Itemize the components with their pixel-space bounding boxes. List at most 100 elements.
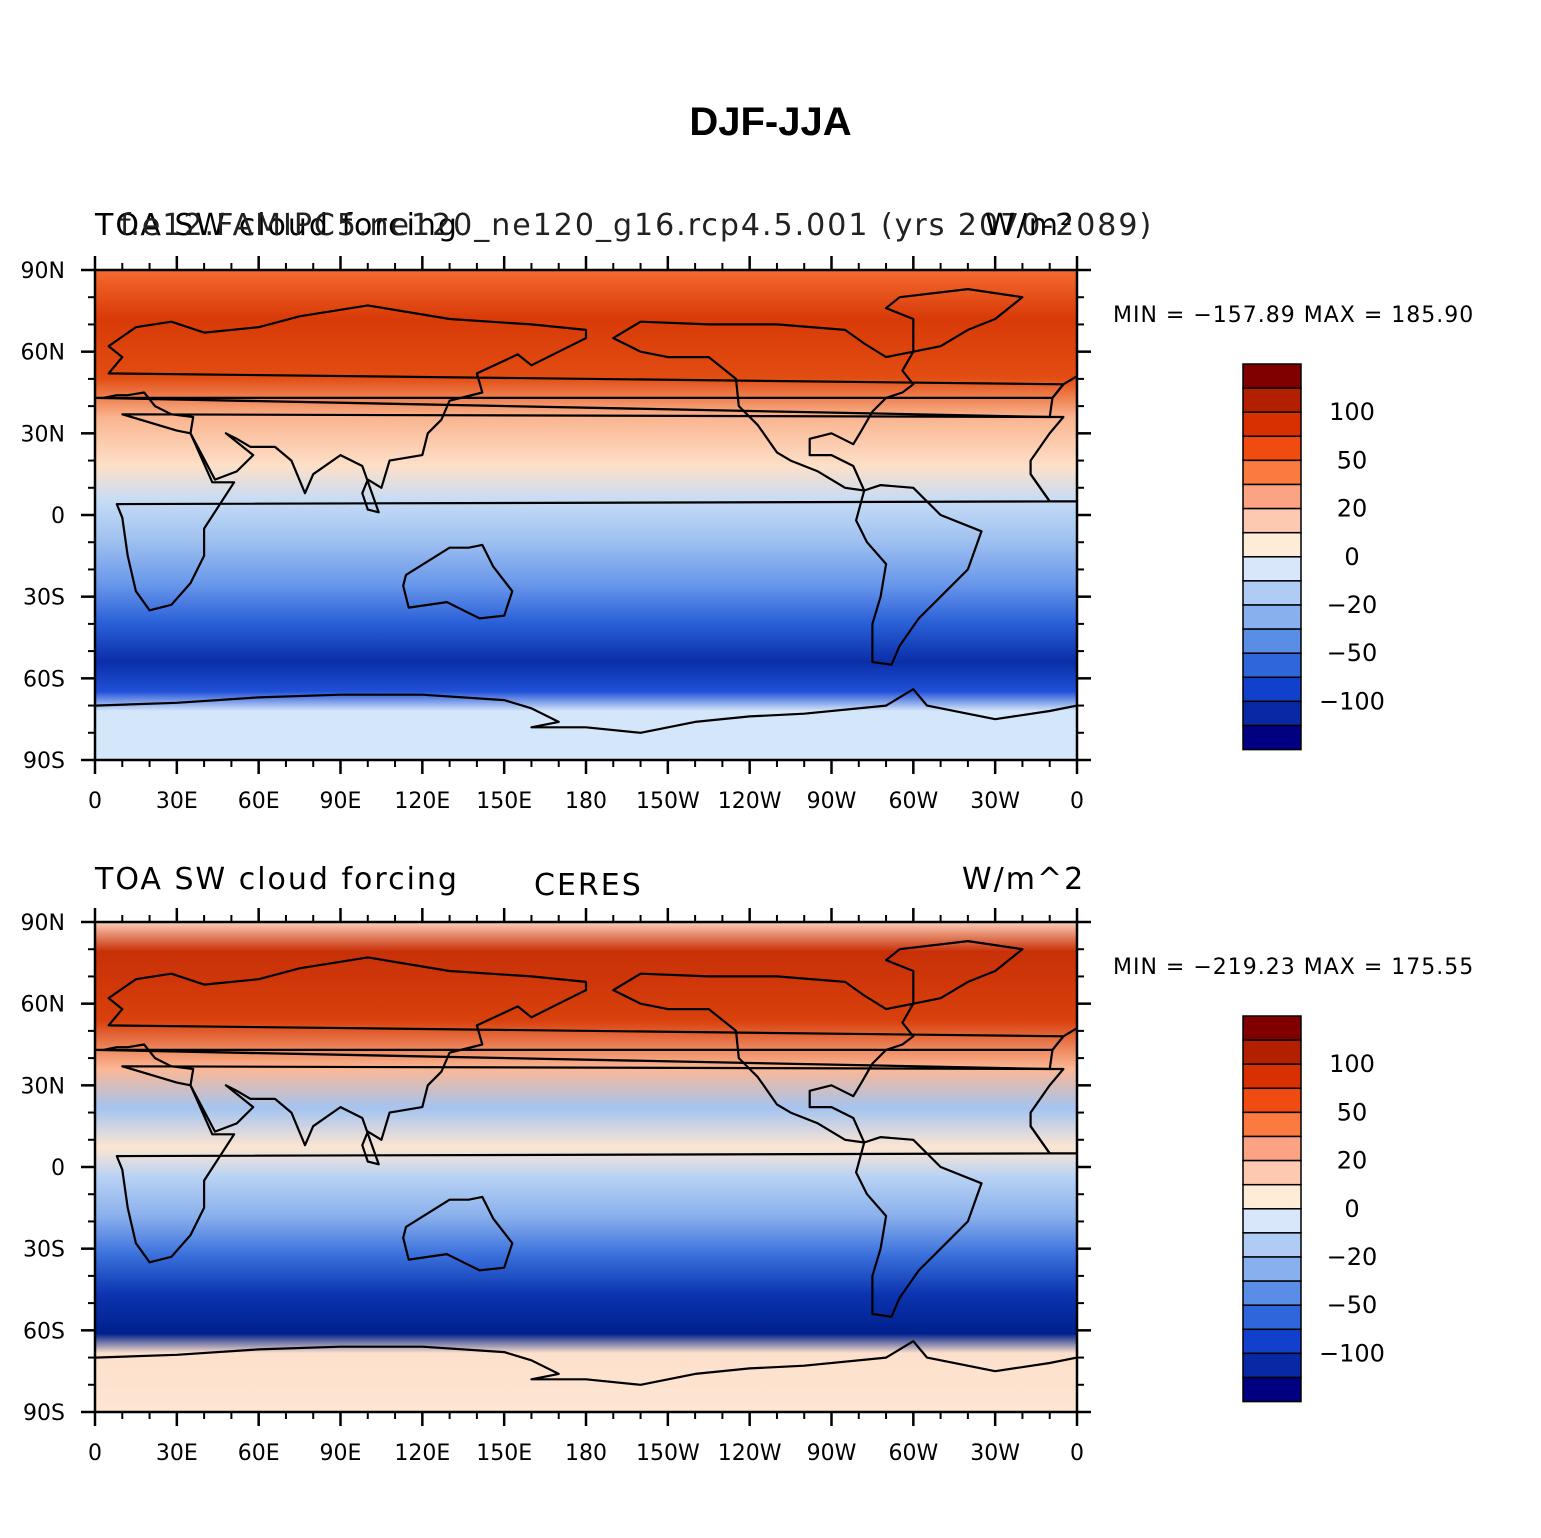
lon-tick-label: 0 <box>88 1441 102 1466</box>
lon-tick-label: 150W <box>636 789 700 814</box>
panel2-left-title: TOA SW cloud forcing <box>95 862 459 897</box>
coastline-africa <box>115 413 1065 612</box>
colorbar-box <box>1242 531 1302 558</box>
data-field <box>95 270 1077 760</box>
lat-tick-label: 60S <box>23 1319 65 1344</box>
colorbar-box <box>1242 556 1302 582</box>
lat-tick-label: 90N <box>21 911 65 936</box>
colorbar-box <box>1242 1208 1302 1234</box>
colorbar-label: 20 <box>1337 495 1368 523</box>
lon-tick-label: 0 <box>1070 1441 1084 1466</box>
lat-tick-label: 30N <box>21 422 65 447</box>
panel1-overlap-title: f.e12.FAMIPC5.ne120_ne120_g16.rcp4.5.001… <box>120 208 1154 243</box>
coastline-eurasia <box>93 956 1065 1166</box>
colorbar-label: 50 <box>1337 1098 1368 1126</box>
colorbar-box <box>1242 652 1302 679</box>
colorbar-box <box>1242 1039 1302 1065</box>
coastline-south-america <box>854 1135 983 1318</box>
lon-tick-label: 60W <box>888 1441 938 1466</box>
colorbar-label: −20 <box>1327 1243 1378 1271</box>
colorbar-label: 0 <box>1344 543 1359 571</box>
lon-tick-label: 150E <box>476 789 532 814</box>
colorbar-label: −100 <box>1319 1339 1385 1367</box>
colorbar-box <box>1242 1376 1302 1403</box>
lon-tick-label: 120W <box>718 1441 782 1466</box>
colorbar-box <box>1242 1232 1302 1258</box>
colorbar-label: 50 <box>1337 446 1368 474</box>
coastline-europe-wrap <box>1048 375 1078 418</box>
lon-tick-label: 120E <box>394 789 450 814</box>
coastline-africa-wrap <box>1029 1125 1077 1155</box>
colorbar-label: −20 <box>1327 591 1378 619</box>
colorbar-box <box>1242 1183 1302 1210</box>
lat-tick-label: 0 <box>51 504 65 529</box>
lon-tick-label: 180 <box>565 1441 607 1466</box>
lon-tick-label: 180 <box>565 789 607 814</box>
colorbar-box <box>1242 580 1302 606</box>
lat-tick-label: 60N <box>21 993 65 1018</box>
colorbar-2: 100 50 20 0 −20 −50 −100 <box>1242 1015 1385 1403</box>
map-panel-1: 0 30E 60E 90E 120E 150E 180 150W 120W 90W 60W 30W 09… <box>21 256 1091 814</box>
colorbar-label: 100 <box>1329 398 1375 426</box>
lon-tick-label: 150E <box>476 1441 532 1466</box>
lon-tick-label: 0 <box>88 789 102 814</box>
lon-tick-label: 30E <box>156 1441 198 1466</box>
colorbar-box <box>1242 387 1302 413</box>
colorbar-box <box>1242 363 1302 389</box>
lon-tick-label: 90E <box>320 1441 362 1466</box>
lat-tick-label: 60S <box>23 667 65 692</box>
lat-tick-label: 30N <box>21 1074 65 1099</box>
figure-title: DJF-JJA <box>689 100 852 144</box>
colorbar-box <box>1242 676 1302 703</box>
colorbar-box <box>1242 1304 1302 1331</box>
colorbar-box <box>1242 1328 1302 1355</box>
lon-tick-label: 30W <box>970 1441 1020 1466</box>
colorbar-box <box>1242 724 1302 751</box>
lon-tick-label: 90W <box>807 789 857 814</box>
lon-tick-label: 90E <box>320 789 362 814</box>
panel2-units: W/m^2 <box>962 862 1086 897</box>
colorbar-box <box>1242 1280 1302 1306</box>
panel2-center-title: CERES <box>534 868 643 903</box>
colorbar-box <box>1242 1135 1302 1162</box>
lon-tick-label: 120W <box>718 789 782 814</box>
coastline-africa-wrap <box>1029 473 1077 503</box>
colorbar-label: −50 <box>1327 1291 1378 1319</box>
colorbar-box <box>1242 507 1302 534</box>
lat-tick-label: 30S <box>23 586 65 611</box>
coastline-north-america <box>612 972 915 1144</box>
lon-tick-label: 30W <box>970 789 1020 814</box>
colorbar-box <box>1242 411 1302 438</box>
colorbar-box <box>1242 483 1302 510</box>
colorbar-box <box>1242 435 1302 462</box>
lon-tick-label: 60E <box>238 789 280 814</box>
lat-tick-label: 90N <box>21 259 65 284</box>
colorbar-box <box>1242 1063 1302 1090</box>
colorbar-label: 20 <box>1337 1147 1368 1175</box>
lon-tick-label: 90W <box>807 1441 857 1466</box>
coastline-antarctica <box>94 688 1078 734</box>
colorbar-box <box>1242 1015 1302 1041</box>
colorbar-label: 0 <box>1344 1195 1359 1223</box>
colorbar-box <box>1242 628 1302 654</box>
coastline-greenland <box>884 288 1024 353</box>
colorbar-box <box>1242 1352 1302 1379</box>
colorbar-box <box>1242 1256 1302 1282</box>
lat-tick-label: 60N <box>21 341 65 366</box>
lon-tick-label: 60E <box>238 1441 280 1466</box>
coastline-africa <box>115 1065 1065 1264</box>
colorbar-label: 100 <box>1329 1050 1375 1078</box>
coastline-greenland <box>884 939 1024 1005</box>
lon-tick-label: 120E <box>394 1441 450 1466</box>
lat-tick-label: 90S <box>23 749 65 774</box>
colorbar-box <box>1242 1087 1302 1114</box>
map-panel-2: 0 30E 60E 90E 120E 150E 180 150W 120W 90W 60W 30W 09… <box>21 908 1091 1466</box>
coastline-europe-wrap <box>1048 1027 1078 1070</box>
lat-tick-label: 30S <box>23 1238 65 1263</box>
lat-tick-label: 90S <box>23 1401 65 1426</box>
coastline-australia <box>402 543 514 620</box>
panel1-left-title: TOA SW cloud forcing <box>95 208 459 243</box>
colorbar-label: −50 <box>1327 639 1378 667</box>
colorbar-box <box>1242 1111 1302 1138</box>
